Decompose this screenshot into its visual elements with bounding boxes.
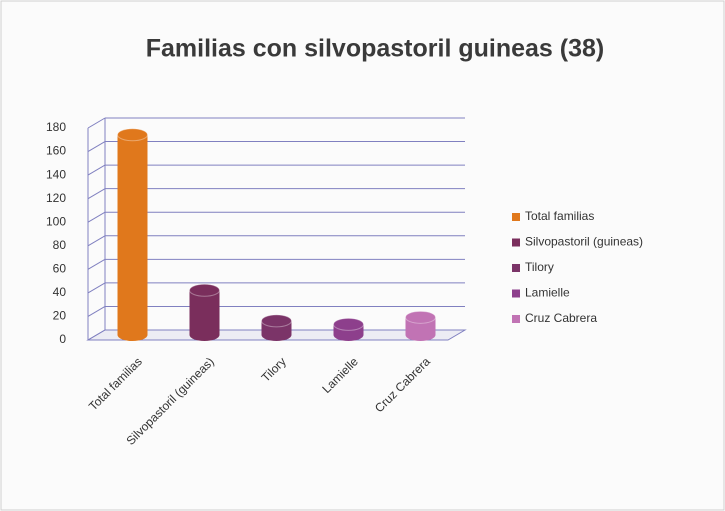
y-tick-label: 20 — [53, 309, 67, 323]
y-tick-label: 120 — [46, 191, 66, 205]
grid-line-side — [87, 306, 106, 317]
y-tick-label: 0 — [59, 332, 66, 346]
chart-title: Familias con silvopastoril guineas (38) — [146, 35, 604, 63]
legend-swatch — [512, 238, 520, 247]
grid-line-side — [87, 235, 106, 247]
legend-label: Total familias — [525, 209, 594, 223]
grid-line-side — [87, 188, 106, 200]
legend-swatch — [512, 315, 520, 323]
bar-top — [261, 314, 292, 328]
grid-line-side — [87, 117, 106, 129]
y-tick-label: 40 — [53, 285, 67, 299]
grid-line-side — [87, 141, 106, 152]
y-tick-label: 60 — [53, 262, 67, 276]
bar-top — [117, 128, 148, 142]
y-tick-label: 80 — [53, 238, 67, 252]
legend-swatch — [512, 289, 520, 298]
grid-line-side — [87, 282, 106, 294]
grid-line-side — [87, 211, 106, 223]
y-tick-label: 160 — [46, 144, 66, 158]
bar — [117, 134, 148, 335]
legend-label: Cruz Cabrera — [525, 311, 597, 325]
bar-top — [189, 283, 220, 297]
y-tick-label: 100 — [46, 214, 66, 228]
legend-label: Silvopastoril (guineas) — [525, 235, 643, 249]
grid-line-side — [87, 329, 106, 341]
bar-top — [405, 310, 436, 324]
y-tick-label: 140 — [46, 167, 66, 181]
y-tick-label: 180 — [46, 120, 66, 134]
grid-line-side — [87, 258, 106, 270]
legend-label: Tilory — [525, 260, 554, 274]
bar-top — [333, 317, 364, 331]
grid-line-side — [87, 164, 106, 176]
legend-label: Lamielle — [525, 286, 570, 300]
legend-swatch — [512, 264, 520, 272]
legend-swatch — [512, 213, 520, 221]
bar — [189, 290, 220, 335]
